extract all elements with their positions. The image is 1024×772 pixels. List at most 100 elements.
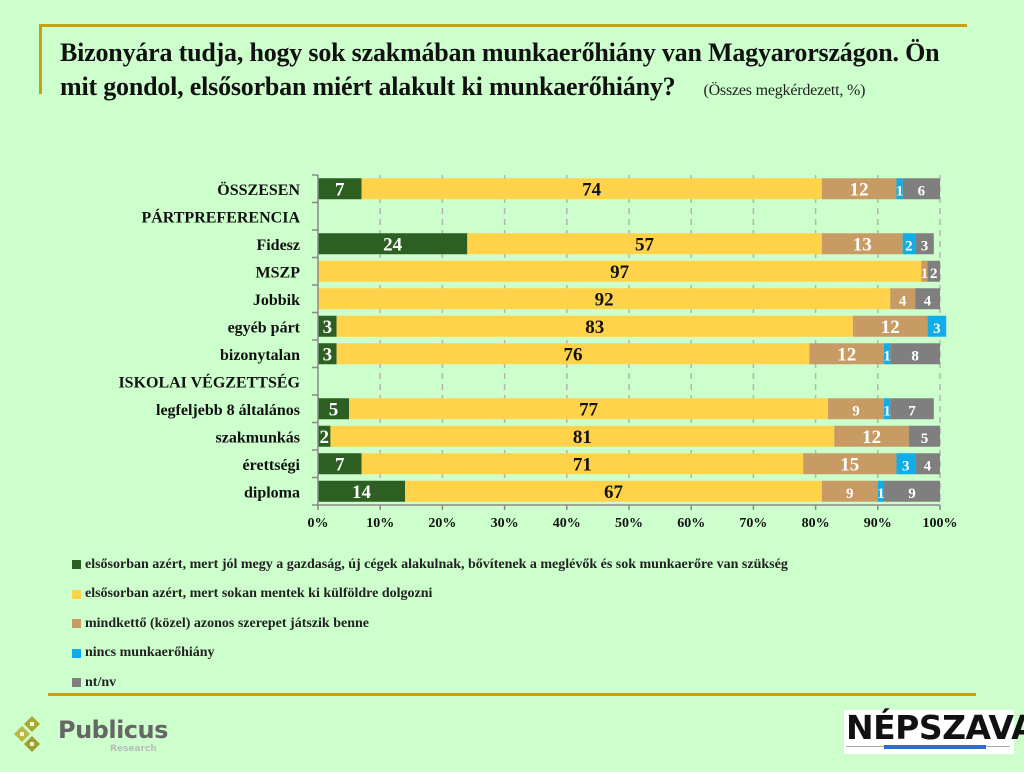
x-tick-label: 30% [491, 516, 519, 531]
bar-segment [803, 453, 897, 475]
bar-segment [821, 233, 903, 255]
bar-segment [318, 178, 362, 200]
publicus-sub: Research [110, 744, 157, 754]
data-label: 3 [323, 344, 333, 365]
page-title: Bizonyára tudja, hogy sok szakmában munk… [60, 36, 960, 108]
data-label: 8 [911, 348, 919, 364]
category-label: bizonytalan [220, 347, 300, 364]
publicus-diamond-icon [14, 716, 40, 752]
bar-segment [467, 233, 822, 255]
category-label: diploma [244, 484, 300, 501]
data-label: 71 [573, 454, 592, 475]
bar-segment [877, 480, 885, 502]
legend-item: elsősorban azért, mert sokan mentek ki k… [72, 580, 788, 610]
bar-segment [318, 398, 350, 420]
data-label: 12 [862, 427, 881, 448]
category-label: Fidesz [256, 237, 300, 254]
nepszava-logo: NÉPSZAVA [844, 708, 1024, 754]
data-label: 2 [905, 238, 913, 254]
data-label: 5 [329, 399, 339, 420]
footer-divider [48, 693, 976, 696]
bar-segment [318, 480, 406, 502]
category-label: legfeljebb 8 általános [156, 402, 300, 419]
bar-segment [884, 343, 891, 365]
legend: elsősorban azért, mert jól megy a gazdas… [72, 550, 788, 698]
bar-segment [896, 178, 903, 200]
category-label: PÁRTPREFERENCIA [141, 207, 300, 226]
bar-segment [821, 480, 878, 502]
legend-label: nincs munkaerőhiány [85, 645, 215, 661]
bar-segment [318, 453, 362, 475]
bar-segment [915, 288, 940, 310]
data-label: 4 [899, 293, 907, 309]
bar-segment [890, 398, 934, 420]
data-label: 3 [323, 317, 333, 338]
bar-segment [318, 260, 922, 282]
data-label: 7 [335, 454, 345, 475]
subtitle: (Összes megkérdezett, %) [703, 82, 866, 99]
bar-segment [890, 343, 940, 365]
x-tick-label: 50% [615, 516, 643, 531]
data-label: 1 [877, 486, 885, 502]
data-label: 74 [582, 179, 602, 200]
data-label: 24 [383, 234, 403, 255]
nepszava-name: NÉPSZAVA [846, 708, 1024, 747]
legend-item: nincs munkaerőhiány [72, 639, 788, 669]
data-label: 13 [853, 234, 872, 255]
bar-segment [405, 480, 822, 502]
data-label: 12 [881, 317, 900, 338]
bar-segment [318, 233, 468, 255]
bar-segment [927, 260, 940, 282]
bar-segment [318, 343, 337, 365]
bar-segment [828, 398, 885, 420]
x-tick-label: 20% [428, 516, 456, 531]
title-border-left [39, 24, 42, 94]
data-label: 2 [930, 266, 938, 282]
bar-segment [921, 260, 928, 282]
bar-segment [890, 288, 916, 310]
category-label: érettségi [243, 457, 301, 474]
data-label: 9 [908, 486, 916, 502]
legend-item: mindkettő (közel) azonos szerepet játszi… [72, 609, 788, 639]
data-label: 3 [902, 458, 910, 474]
legend-swatch [72, 678, 81, 688]
bar-segment [318, 425, 331, 447]
category-label: ÖSSZESEN [217, 181, 300, 199]
bar-segment [336, 315, 853, 337]
x-tick-label: 100% [923, 516, 958, 531]
bar-segment [852, 315, 928, 337]
legend-label: elsősorban azért, mert sokan mentek ki k… [85, 586, 433, 602]
bar-segment [884, 398, 891, 420]
data-label: 76 [564, 344, 583, 365]
data-label: 97 [610, 262, 630, 283]
bar-segment [318, 315, 337, 337]
bar-segment [809, 343, 885, 365]
data-label: 4 [924, 293, 932, 309]
legend-item: nt/nv [72, 668, 788, 698]
data-label: 1 [921, 266, 929, 282]
data-label: 77 [579, 399, 599, 420]
data-label: 14 [352, 482, 372, 503]
bar-segment [915, 233, 934, 255]
data-label: 5 [921, 431, 929, 447]
data-label: 1 [883, 348, 891, 364]
data-label: 4 [924, 458, 932, 474]
bar-segment [896, 453, 916, 475]
data-label: 2 [319, 427, 329, 448]
legend-swatch [72, 648, 81, 658]
x-tick-label: 40% [553, 516, 581, 531]
bar-segment [336, 343, 810, 365]
data-label: 6 [918, 183, 926, 199]
category-label: MSZP [256, 264, 301, 281]
category-label: Jobbik [253, 292, 300, 309]
data-label: 83 [585, 317, 604, 338]
bar-segment [349, 398, 829, 420]
bar-segment [821, 178, 897, 200]
bar-segment [908, 425, 940, 447]
bar-segment [834, 425, 909, 447]
bar-segment [884, 480, 940, 502]
data-label: 7 [908, 403, 916, 419]
bar-segment [902, 233, 916, 255]
legend-swatch [72, 560, 81, 570]
publicus-logo: Publicus Research [12, 714, 168, 756]
